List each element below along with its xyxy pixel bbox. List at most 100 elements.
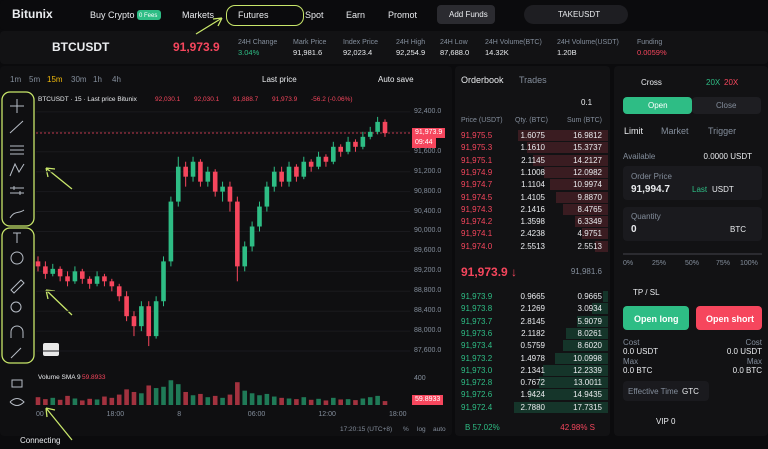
- stat-label: 24H Volume(BTC): [485, 39, 542, 46]
- interval[interactable]: 5m: [29, 75, 41, 84]
- slider-mark[interactable]: 25%: [652, 260, 667, 267]
- tpsl[interactable]: TP / SL: [633, 288, 660, 297]
- chart: [35, 111, 410, 405]
- price: 91,973.0: [461, 365, 493, 375]
- slider-track[interactable]: [623, 253, 762, 255]
- nav-item[interactable]: Promot: [388, 10, 418, 20]
- price: 91,973.2: [461, 353, 493, 363]
- column-header: Price (USDT): [461, 117, 503, 124]
- candle-body: [382, 121, 388, 134]
- log-toggle[interactable]: log: [417, 426, 426, 433]
- button-label[interactable]: Add Funds: [449, 10, 488, 19]
- last-button[interactable]: Last: [692, 185, 708, 194]
- leverage[interactable]: 20X: [706, 78, 721, 87]
- volume-bar: [161, 386, 166, 405]
- price-type[interactable]: Last price: [262, 75, 297, 84]
- unit: USDT: [712, 185, 734, 194]
- candle-body: [212, 171, 218, 192]
- trade-panel: [614, 66, 768, 436]
- candle-body: [131, 316, 137, 327]
- step-select[interactable]: 0.1: [581, 98, 593, 107]
- percent-toggle[interactable]: %: [403, 426, 409, 433]
- candle-body: [198, 161, 203, 182]
- price-value[interactable]: 91,994.7: [631, 184, 670, 195]
- x-tick-label: 18:00: [106, 411, 125, 418]
- long-label[interactable]: Open long: [634, 314, 679, 324]
- slider-mark[interactable]: 75%: [716, 260, 731, 267]
- candle-body: [294, 166, 299, 177]
- candle-body: [57, 268, 63, 277]
- candle-body: [338, 146, 344, 152]
- tab[interactable]: Close: [716, 101, 737, 110]
- depth-bar: [514, 401, 608, 413]
- unit[interactable]: BTC: [730, 225, 746, 234]
- sum: 6.3349: [577, 217, 602, 227]
- tab[interactable]: Orderbook: [461, 75, 504, 85]
- add-funds-button[interactable]: [437, 5, 495, 24]
- y-tick-label: 90,400.0: [414, 207, 442, 215]
- tv-logo: [43, 343, 59, 356]
- qty-value[interactable]: 0: [631, 224, 637, 235]
- stat-label: 24H High: [396, 39, 426, 46]
- price: 91,974.1: [461, 229, 493, 239]
- interval[interactable]: 1h: [93, 75, 102, 84]
- order-type[interactable]: Market: [661, 126, 689, 136]
- slider-mark[interactable]: 0%: [623, 260, 634, 267]
- long-button[interactable]: [623, 306, 689, 330]
- interval[interactable]: 4h: [112, 75, 121, 84]
- interval[interactable]: 1m: [10, 75, 22, 84]
- depth-bar: [565, 327, 608, 339]
- qty: 0.9665: [520, 292, 545, 301]
- volume-value: 59.8933: [82, 374, 106, 381]
- tab[interactable]: Trades: [519, 75, 547, 85]
- nav-item[interactable]: Earn: [346, 10, 366, 20]
- qty: 1.1104: [521, 180, 545, 190]
- volume-bar: [308, 399, 314, 405]
- sum: 9.8870: [577, 192, 602, 202]
- nav-item[interactable]: Buy Crypto: [90, 10, 135, 20]
- volume-bar: [271, 396, 277, 405]
- y-tick-label: 91,200.0: [414, 167, 442, 175]
- short-label[interactable]: Open short: [706, 314, 755, 324]
- close-tab[interactable]: [692, 97, 761, 114]
- interval[interactable]: 15m: [47, 75, 63, 84]
- short-button[interactable]: [696, 306, 762, 330]
- interval[interactable]: 30m: [71, 75, 87, 84]
- depth-bar: [518, 130, 608, 141]
- depth-bar: [576, 315, 608, 327]
- depth-bar: [563, 203, 608, 215]
- nav-item[interactable]: Spot: [305, 10, 324, 20]
- slider-mark[interactable]: 50%: [685, 260, 700, 267]
- auto-toggle[interactable]: auto: [433, 426, 446, 433]
- gtc[interactable]: GTC: [682, 387, 699, 396]
- margin-mode[interactable]: Cross: [641, 78, 662, 87]
- order-type[interactable]: Limit: [624, 126, 644, 136]
- slider-mark[interactable]: 100%: [740, 260, 758, 267]
- logo: Bitunix: [12, 7, 53, 21]
- volume-bar: [212, 395, 218, 405]
- auto-save[interactable]: Auto save: [378, 75, 414, 84]
- price-input[interactable]: [623, 166, 762, 200]
- tab[interactable]: Open: [648, 101, 668, 110]
- qty: 2.7880: [520, 402, 545, 412]
- open-tab[interactable]: [623, 97, 692, 114]
- leverage[interactable]: 20X: [724, 78, 739, 87]
- price: 91,974.2: [461, 217, 493, 227]
- search-text[interactable]: TAKEUSDT: [558, 10, 601, 19]
- volume-bar: [331, 397, 336, 405]
- sum: 15.3737: [573, 143, 602, 153]
- qty: 1.9424: [520, 390, 545, 400]
- price: 91,974.5: [461, 192, 493, 202]
- order-type[interactable]: Trigger: [708, 126, 737, 136]
- depth-bar: [539, 377, 608, 389]
- stat-label: 24H Change: [238, 39, 278, 46]
- nav-item[interactable]: Futures: [238, 10, 269, 20]
- volume-bar: [116, 394, 122, 405]
- qty-input[interactable]: [623, 207, 762, 241]
- nav-item[interactable]: Markets: [182, 10, 215, 20]
- candle-body: [109, 281, 115, 287]
- volume-bar: [345, 399, 351, 405]
- time-select[interactable]: [623, 381, 709, 401]
- candle-body: [161, 261, 166, 302]
- search-box[interactable]: [524, 5, 628, 24]
